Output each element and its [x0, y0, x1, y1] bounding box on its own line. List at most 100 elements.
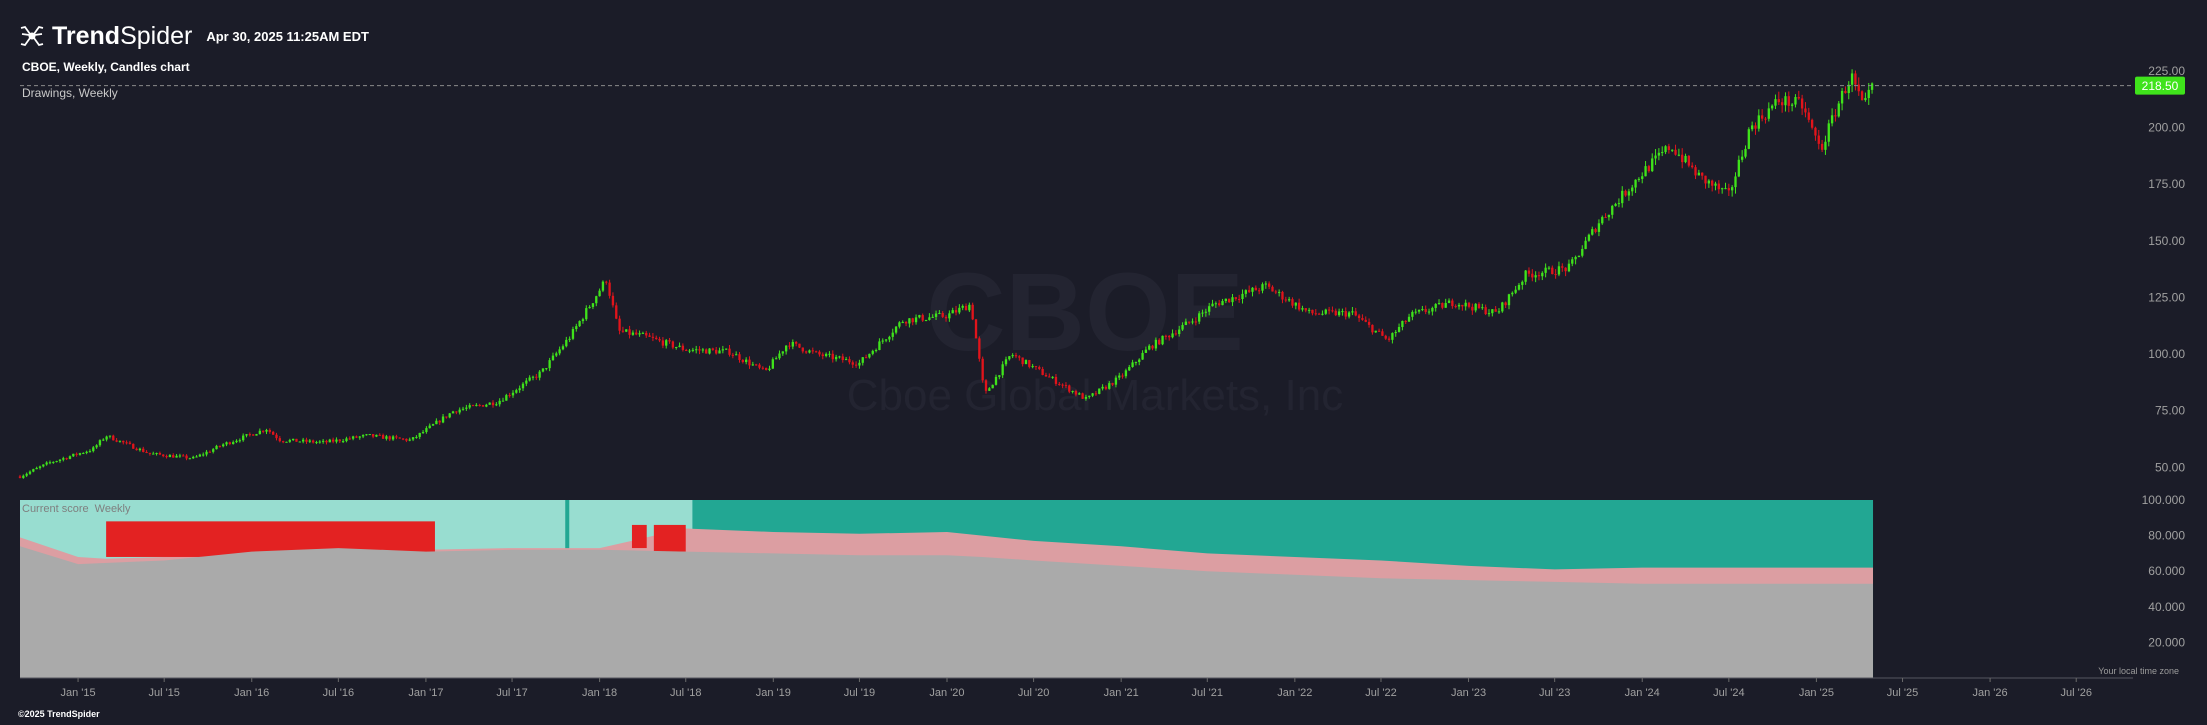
candle-body — [1347, 312, 1351, 317]
candle-body — [232, 442, 235, 444]
candles-layer — [18, 69, 1874, 479]
time-tick-label: Jan '16 — [234, 687, 269, 699]
candle-body — [411, 437, 415, 440]
candle-body — [468, 405, 471, 408]
candle-body — [268, 429, 271, 432]
candle-body — [1414, 311, 1417, 313]
candle-body — [155, 452, 158, 454]
candle-body — [112, 435, 115, 441]
candle-body — [541, 368, 545, 372]
candle-body — [1557, 266, 1561, 275]
candle-body — [821, 354, 824, 357]
candle-body — [518, 388, 521, 391]
candle-body — [571, 329, 575, 339]
candle-body — [758, 364, 761, 368]
candle-body — [1241, 293, 1244, 300]
candle-body — [954, 310, 958, 313]
candle-body — [451, 411, 455, 414]
candle-body — [924, 319, 928, 321]
candle-body — [974, 319, 978, 339]
candle-body — [1051, 376, 1054, 378]
candle-body — [545, 368, 548, 370]
candle-body — [1397, 326, 1401, 332]
candle-body — [1228, 298, 1231, 303]
candle-body — [888, 336, 891, 340]
candle-body — [1544, 267, 1547, 273]
candle-body — [948, 313, 951, 319]
candle-body — [1584, 240, 1587, 249]
candle-body — [1577, 255, 1581, 257]
candle-body — [158, 452, 162, 455]
candle-body — [894, 326, 898, 333]
candle-body — [148, 452, 152, 454]
candle-body — [52, 461, 55, 463]
time-tick-label: Jan '19 — [756, 687, 791, 699]
indicator-label[interactable]: Current score Weekly — [22, 503, 131, 515]
candle-body — [681, 345, 685, 350]
time-axis[interactable]: Jan '15 Jul '15 Jan '16 Jul '16 Jan '17 Jul '… — [60, 678, 2092, 699]
candle-body — [245, 434, 248, 436]
candle-body — [198, 454, 202, 457]
candle-body — [212, 449, 215, 452]
candle-body — [1068, 385, 1071, 392]
candle-body — [1757, 115, 1760, 129]
candle-body — [818, 351, 821, 355]
candle-body — [495, 404, 498, 406]
candle-body — [598, 290, 601, 297]
candle-body — [22, 475, 25, 478]
candle-body — [1154, 339, 1158, 349]
candle-body — [1850, 73, 1854, 85]
candle-body — [85, 451, 88, 453]
candle-body — [1174, 333, 1178, 335]
score-axis[interactable]: 20.000 40.000 60.000 80.000 100.000 — [2142, 493, 2186, 649]
candle-body — [172, 455, 175, 458]
candle-body — [1667, 146, 1671, 150]
candle-body — [1581, 248, 1584, 256]
candle-body — [1601, 217, 1604, 224]
candle-body — [335, 439, 338, 442]
candle-body — [1517, 284, 1521, 290]
candle-body — [165, 456, 168, 458]
candle-body — [1104, 386, 1108, 389]
candle-body — [1780, 102, 1784, 106]
time-tick-label: Jul '24 — [1713, 687, 1744, 699]
candle-body — [1071, 390, 1074, 392]
candle-body — [1627, 191, 1631, 196]
chart-title[interactable]: CBOE, Weekly, Candles chart — [22, 60, 190, 74]
candle-body — [931, 316, 934, 318]
candle-body — [78, 453, 82, 455]
candle-body — [338, 439, 341, 442]
candle-body — [868, 353, 871, 358]
candle-body — [1261, 284, 1264, 291]
candle-body — [698, 349, 701, 351]
candle-body — [774, 358, 778, 360]
candle-body — [1164, 335, 1168, 337]
timezone-note[interactable]: Your local time zone — [2098, 666, 2179, 676]
time-tick-label: Jan '21 — [1104, 687, 1139, 699]
candle-body — [1857, 84, 1860, 92]
candle-body — [505, 395, 508, 401]
candle-body — [1651, 158, 1654, 172]
time-tick-label: Jul '22 — [1365, 687, 1396, 699]
candle-body — [834, 356, 838, 360]
candle-body — [1168, 335, 1171, 338]
candle-body — [1371, 324, 1374, 333]
candle-body — [358, 436, 361, 438]
candle-body — [185, 455, 188, 459]
candle-body — [645, 332, 648, 336]
candle-body — [1654, 155, 1657, 159]
candle-body — [1474, 303, 1477, 311]
time-tick-label: Jan '23 — [1451, 687, 1486, 699]
logo[interactable]: Trend Spider — [18, 22, 192, 51]
candle-body — [278, 438, 281, 442]
price-axis[interactable]: 50.00 75.00 100.00 125.00 150.00 175.00 200.00… — [2148, 64, 2185, 474]
candle-body — [1494, 309, 1497, 312]
candle-body — [531, 376, 535, 378]
candle-body — [1827, 123, 1830, 142]
candle-body — [1281, 291, 1284, 300]
candle-body — [591, 303, 595, 307]
candle-body — [751, 364, 755, 366]
candle-body — [1251, 287, 1254, 292]
drawings-label[interactable]: Drawings, Weekly — [22, 86, 118, 100]
